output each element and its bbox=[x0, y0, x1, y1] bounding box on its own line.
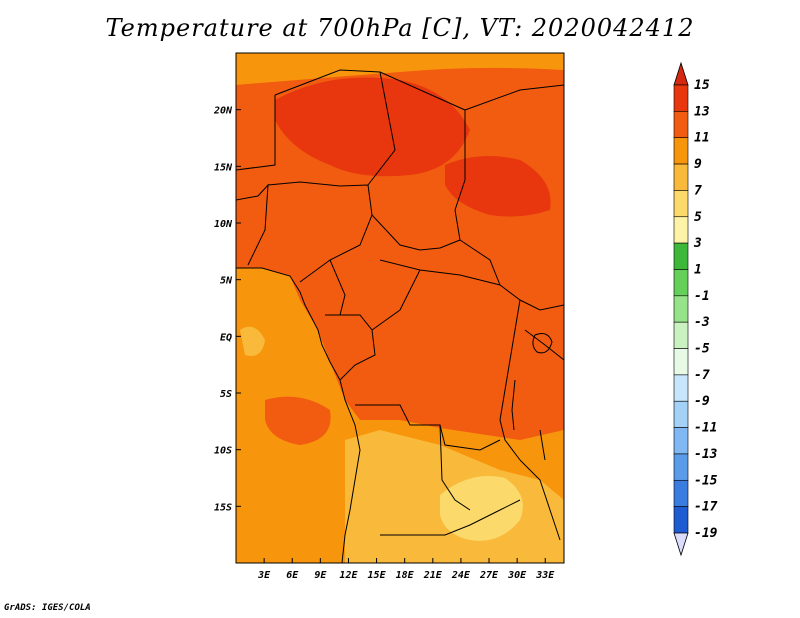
map-title: Temperature at 700hPa [C], VT: 202004241… bbox=[105, 14, 695, 42]
colorbar-label: 9 bbox=[694, 157, 702, 172]
border-kenya-tanzania bbox=[524, 329, 564, 361]
colorbar-swatch bbox=[673, 479, 689, 507]
colorbar-swatch bbox=[673, 321, 689, 349]
colorbar-swatch bbox=[673, 216, 689, 244]
colorbar-label: 7 bbox=[694, 183, 702, 198]
border-zambia-south bbox=[380, 499, 521, 536]
lat-tick-label: 5N bbox=[220, 276, 233, 287]
field-zambia-cool bbox=[440, 476, 523, 541]
lon-tick-label: 12E bbox=[339, 570, 358, 581]
field-coastal-patch bbox=[240, 326, 265, 356]
lat-tick-label: 5S bbox=[220, 389, 232, 400]
lon-tick-label: 24E bbox=[451, 570, 471, 581]
colorbar-swatch bbox=[673, 269, 689, 297]
border-west-states bbox=[236, 183, 269, 266]
colorbar-swatch bbox=[673, 427, 689, 455]
border-congo bbox=[371, 269, 421, 331]
longitude-axis: 3E 6E 9E 12E 15E 18E 21E 24E 27E 30E 33E bbox=[257, 558, 555, 581]
colorbar-label: 5 bbox=[694, 210, 702, 225]
border-niger-chad bbox=[367, 71, 396, 186]
border-sudan-east bbox=[464, 84, 564, 111]
field-sahara bbox=[275, 77, 470, 177]
border-gabon bbox=[325, 314, 376, 381]
colorbar-swatch bbox=[673, 295, 689, 323]
colorbar-top-arrow bbox=[673, 61, 689, 86]
lon-tick-label: 9E bbox=[314, 570, 327, 581]
colorbar-label: -5 bbox=[694, 342, 710, 357]
border-mozambique bbox=[519, 459, 561, 541]
colorbar-label: -15 bbox=[694, 473, 718, 488]
lake-victoria bbox=[532, 333, 553, 354]
colorbar-label: -7 bbox=[694, 368, 710, 383]
border-car bbox=[371, 214, 461, 251]
latitude-axis: 20N 15N 10N 5N EQ 5S 10S 15S bbox=[213, 106, 241, 513]
colorbar-label: -13 bbox=[694, 447, 718, 462]
colorbar: 15 13 11 9 7 5 3 1 -1 -3 -5 -7 -9 -11 -13 -15 -17 -19 bbox=[673, 61, 718, 557]
lake-tanganyika bbox=[511, 379, 516, 431]
colorbar-swatch bbox=[673, 348, 689, 376]
temperature-field bbox=[236, 53, 564, 563]
colorbar-swatch bbox=[673, 111, 689, 139]
border-car-south bbox=[379, 259, 521, 301]
colorbar-label: -1 bbox=[694, 289, 710, 304]
country-borders bbox=[236, 69, 564, 563]
lon-tick-label: 15E bbox=[368, 570, 387, 581]
lat-tick-label: EQ bbox=[220, 332, 232, 343]
border-angola-zambia bbox=[439, 424, 471, 511]
border-east-africa bbox=[519, 299, 564, 311]
colorbar-label: 3 bbox=[693, 236, 702, 251]
border-nigeria bbox=[267, 181, 373, 283]
field-angola-patch bbox=[265, 396, 331, 445]
colorbar-label: -11 bbox=[694, 421, 717, 436]
plot-frame bbox=[235, 52, 565, 564]
lon-tick-label: 21E bbox=[423, 570, 443, 581]
lat-tick-label: 10S bbox=[214, 446, 232, 457]
colorbar-swatch bbox=[673, 374, 689, 402]
colorbar-swatch bbox=[673, 190, 689, 218]
border-mali-niger bbox=[236, 95, 276, 171]
lon-tick-label: 18E bbox=[396, 570, 415, 581]
lat-tick-label: 20N bbox=[213, 106, 233, 117]
colorbar-swatch bbox=[673, 242, 689, 270]
colorbar-label: 11 bbox=[694, 131, 710, 146]
colorbar-label: -19 bbox=[694, 526, 718, 541]
field-top-band bbox=[236, 53, 564, 85]
colorbar-label: -3 bbox=[694, 315, 710, 330]
lon-tick-label: 33E bbox=[535, 570, 555, 581]
colorbar-label: 1 bbox=[694, 262, 702, 277]
border-drc-east bbox=[499, 299, 521, 461]
colorbar-label: -17 bbox=[694, 500, 718, 515]
colorbar-swatch bbox=[673, 506, 689, 534]
colorbar-label: 13 bbox=[694, 104, 710, 119]
grads-credit: GrADS: IGES/COLA bbox=[4, 603, 91, 613]
lon-tick-label: 27E bbox=[479, 570, 499, 581]
colorbar-swatch bbox=[673, 163, 689, 191]
lon-tick-label: 3E bbox=[257, 570, 271, 581]
field-sudan-warm bbox=[445, 156, 551, 217]
lake-malawi bbox=[539, 429, 546, 461]
lon-tick-label: 30E bbox=[507, 570, 527, 581]
colorbar-bottom-arrow bbox=[673, 532, 689, 557]
coastline-west bbox=[236, 267, 361, 563]
colorbar-swatch bbox=[673, 400, 689, 428]
lat-tick-label: 10N bbox=[214, 219, 233, 230]
colorbar-label: -9 bbox=[694, 394, 710, 409]
lat-tick-label: 15N bbox=[214, 162, 233, 173]
colorbar-swatch bbox=[673, 137, 689, 165]
colorbar-swatch bbox=[673, 453, 689, 481]
colorbar-swatch bbox=[673, 84, 689, 112]
colorbar-label: 15 bbox=[694, 78, 710, 93]
lat-tick-label: 15S bbox=[214, 502, 232, 513]
lon-tick-label: 6E bbox=[286, 570, 299, 581]
